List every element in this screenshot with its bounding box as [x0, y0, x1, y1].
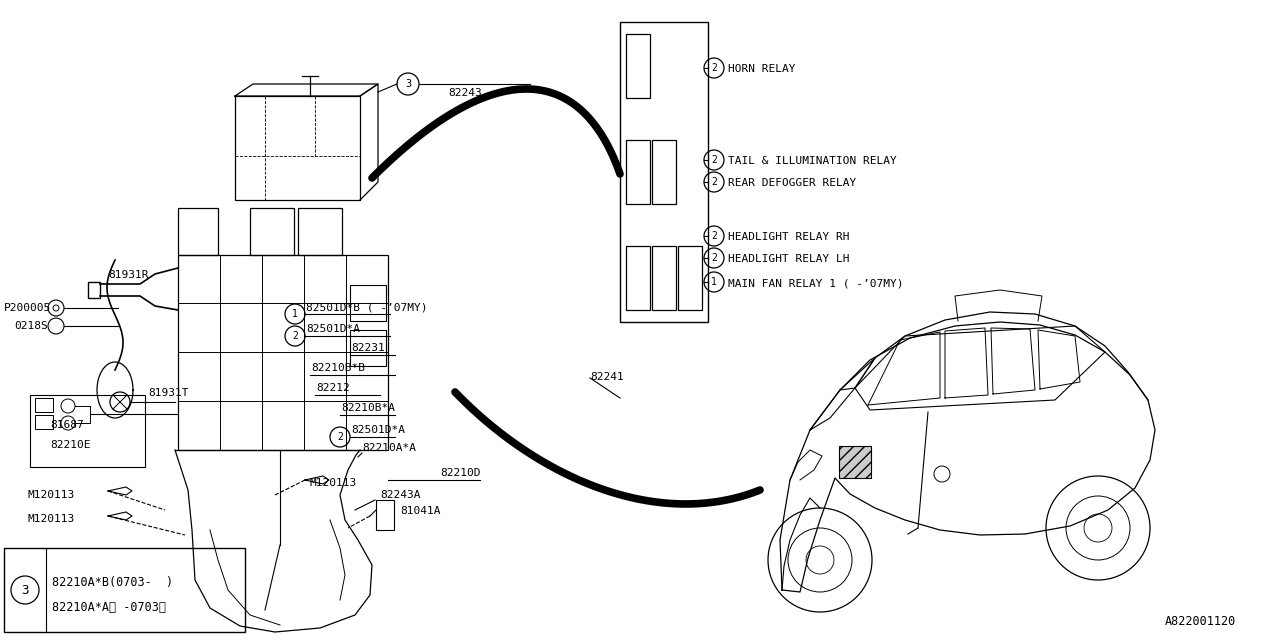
Text: 1: 1: [292, 309, 298, 319]
Text: 81931T: 81931T: [148, 388, 188, 398]
Text: 82210A*B(0703-  ): 82210A*B(0703- ): [52, 576, 173, 589]
Bar: [250, 208, 294, 255]
Text: 2: 2: [712, 63, 717, 73]
Text: 82210D: 82210D: [440, 468, 480, 478]
Text: 82243A: 82243A: [380, 490, 421, 500]
Text: M120113: M120113: [28, 514, 76, 524]
Bar: [652, 246, 676, 310]
Bar: [35, 398, 52, 412]
Bar: [626, 140, 650, 204]
Text: 2: 2: [712, 231, 717, 241]
Bar: [626, 34, 650, 98]
Text: 82243: 82243: [448, 88, 481, 98]
Bar: [349, 330, 387, 366]
Text: 2: 2: [712, 177, 717, 187]
Text: 1: 1: [712, 277, 717, 287]
Text: 82231: 82231: [351, 343, 385, 353]
Text: TAIL & ILLUMINATION RELAY: TAIL & ILLUMINATION RELAY: [728, 156, 897, 166]
Text: 3: 3: [404, 79, 411, 89]
Text: REAR DEFOGGER RELAY: REAR DEFOGGER RELAY: [728, 178, 856, 188]
Text: 82210A*A: 82210A*A: [362, 443, 416, 453]
Text: 82210B*A: 82210B*A: [340, 403, 396, 413]
Text: HORN RELAY: HORN RELAY: [728, 64, 795, 74]
Bar: [376, 500, 394, 530]
Bar: [620, 22, 708, 322]
Text: 3: 3: [22, 584, 28, 596]
Text: P200005: P200005: [4, 303, 51, 313]
Text: 81931R: 81931R: [108, 270, 148, 280]
Text: 81041A: 81041A: [399, 506, 440, 516]
Bar: [652, 140, 676, 204]
Text: 82210E: 82210E: [50, 440, 91, 450]
Bar: [298, 208, 342, 255]
Text: 81687: 81687: [50, 420, 83, 430]
Text: MAIN FAN RELAY 1 ( -’07MY): MAIN FAN RELAY 1 ( -’07MY): [728, 278, 904, 288]
Text: M120113: M120113: [310, 478, 357, 488]
Bar: [29, 395, 145, 467]
Text: 82212: 82212: [316, 383, 349, 393]
Text: 82501D*B ( -’07MY): 82501D*B ( -’07MY): [306, 302, 428, 312]
Text: 82210A*A（ -0703）: 82210A*A（ -0703）: [52, 601, 166, 614]
Text: A822001120: A822001120: [1165, 615, 1236, 628]
Text: 82501D*A: 82501D*A: [306, 324, 360, 334]
Text: 2: 2: [712, 253, 717, 263]
Bar: [88, 282, 100, 298]
Bar: [178, 208, 218, 255]
Text: 82210B*B: 82210B*B: [311, 363, 365, 373]
Text: M120113: M120113: [28, 490, 76, 500]
Bar: [35, 415, 52, 429]
Text: 82241: 82241: [590, 372, 623, 382]
Bar: [626, 246, 650, 310]
Bar: [4, 548, 244, 632]
Text: 2: 2: [337, 432, 343, 442]
Text: HEADLIGHT RELAY RH: HEADLIGHT RELAY RH: [728, 232, 850, 242]
Text: 0218S: 0218S: [14, 321, 47, 331]
Bar: [678, 246, 701, 310]
Text: 2: 2: [712, 155, 717, 165]
Bar: [838, 446, 870, 478]
Text: 2: 2: [292, 331, 298, 341]
Bar: [178, 255, 388, 450]
Text: HEADLIGHT RELAY LH: HEADLIGHT RELAY LH: [728, 254, 850, 264]
Bar: [349, 285, 387, 321]
Text: 82501D*A: 82501D*A: [351, 425, 404, 435]
